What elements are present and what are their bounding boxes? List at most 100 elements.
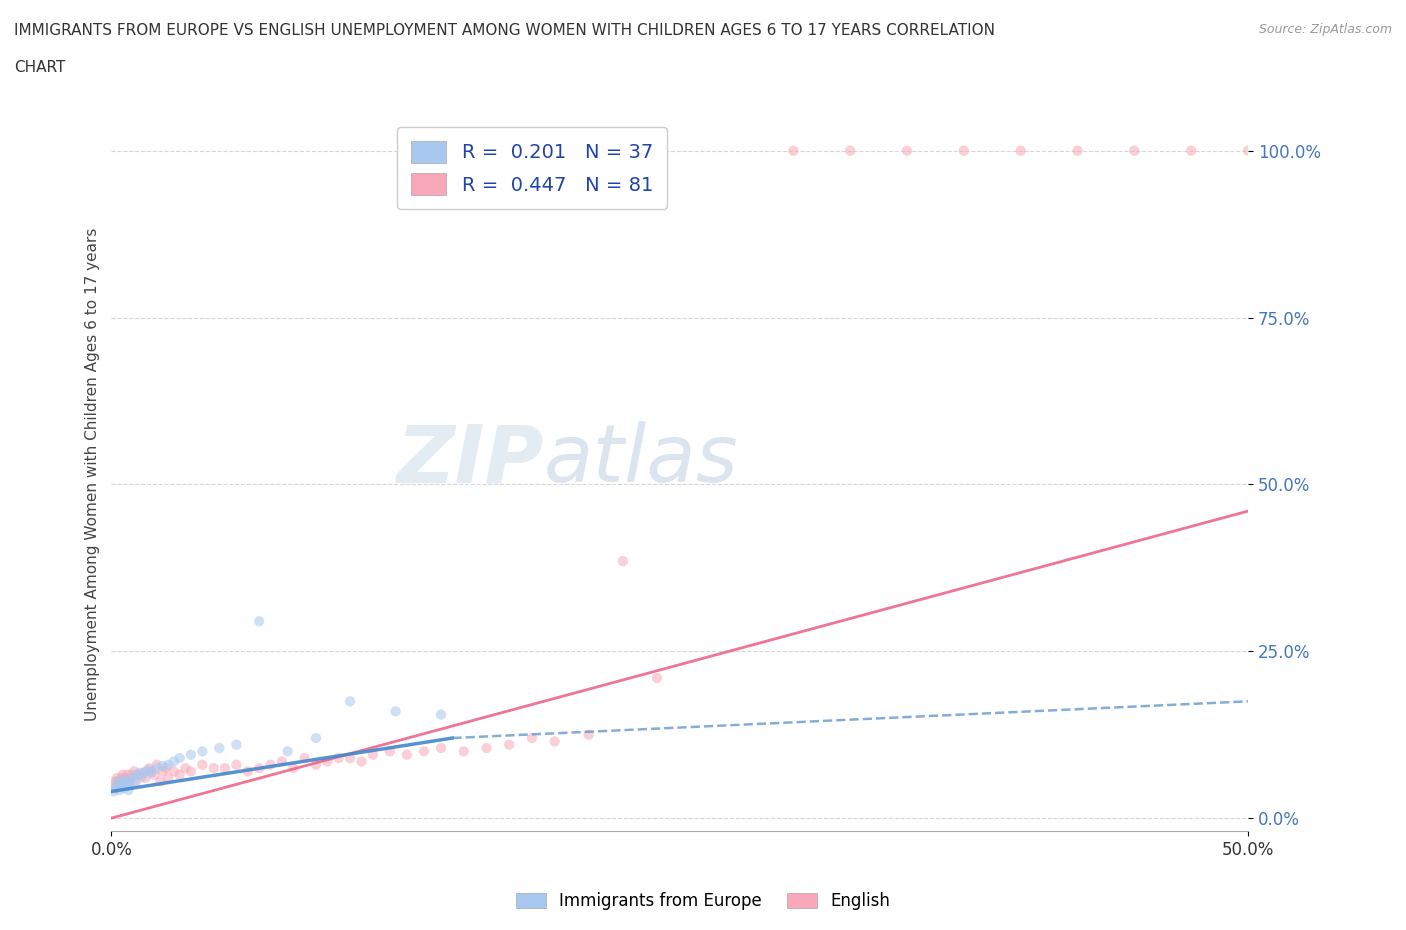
Point [122,764,145,778]
Point [225,757,247,772]
Point [115,774,138,789]
Point [122,774,145,789]
Point [612,553,634,568]
Point [138,763,160,777]
Point [395,748,418,763]
Point [259,757,281,772]
Point [157,771,180,786]
Point [225,737,247,752]
Point [108,774,131,789]
Point [143,767,166,782]
Point [117,777,139,792]
Point [453,744,475,759]
Point [107,777,129,792]
Point [305,731,328,746]
Point [339,751,361,765]
Point [110,778,132,793]
Point [117,783,139,798]
Point [105,777,128,792]
Point [1010,143,1032,158]
Legend: R =  0.201   N = 37, R =  0.447   N = 81: R = 0.201 N = 37, R = 0.447 N = 81 [398,127,666,209]
Point [180,764,202,778]
Point [339,694,361,709]
Point [134,771,156,786]
Point [498,737,520,752]
Point [128,765,150,780]
Point [1350,143,1372,158]
Point [283,761,305,776]
Point [125,774,148,789]
Point [247,761,270,776]
Point [1180,143,1202,158]
Point [191,757,214,772]
Point [163,764,186,778]
Point [112,780,135,795]
Point [782,143,804,158]
Text: Source: ZipAtlas.com: Source: ZipAtlas.com [1258,23,1392,36]
Point [350,754,373,769]
Point [117,778,139,793]
Point [520,731,543,746]
Point [121,771,143,786]
Point [111,777,134,792]
Point [138,761,160,776]
Point [1237,143,1260,158]
Text: IMMIGRANTS FROM EUROPE VS ENGLISH UNEMPLOYMENT AMONG WOMEN WITH CHILDREN AGES 6 : IMMIGRANTS FROM EUROPE VS ENGLISH UNEMPL… [14,23,995,38]
Point [316,754,339,769]
Y-axis label: Unemployment Among Women with Children Ages 6 to 17 years: Unemployment Among Women with Children A… [86,228,100,721]
Point [117,767,139,782]
Point [141,765,163,780]
Point [544,734,567,749]
Text: atlas: atlas [543,421,738,499]
Point [163,754,186,769]
Point [131,769,153,784]
Point [115,774,138,789]
Point [270,754,292,769]
Point [105,771,128,786]
Point [157,757,180,772]
Point [125,767,148,782]
Point [169,751,191,765]
Point [111,767,134,782]
Point [202,761,225,776]
Point [839,143,862,158]
Point [152,759,174,774]
Point [645,671,668,685]
Text: ZIP: ZIP [396,421,543,499]
Point [305,757,328,772]
Point [174,761,197,776]
Point [208,740,231,755]
Point [413,744,436,759]
Point [430,740,453,755]
Point [114,771,136,786]
Point [236,764,259,778]
Point [118,776,141,790]
Point [430,707,453,722]
Point [1066,143,1088,158]
Point [152,764,174,778]
Point [953,143,976,158]
Point [103,784,125,799]
Point [134,764,156,778]
Point [578,727,600,742]
Point [108,783,131,798]
Point [384,704,406,719]
Point [104,780,127,795]
Text: CHART: CHART [14,60,66,75]
Point [146,757,169,772]
Point [191,744,214,759]
Point [1294,143,1316,158]
Point [1123,143,1146,158]
Point [104,774,127,789]
Point [475,740,498,755]
Legend: Immigrants from Europe, English: Immigrants from Europe, English [509,885,897,917]
Point [107,774,129,789]
Point [294,751,316,765]
Point [146,761,169,776]
Point [328,751,350,765]
Point [896,143,918,158]
Point [169,767,191,782]
Point [155,761,177,776]
Point [378,744,401,759]
Point [149,774,172,789]
